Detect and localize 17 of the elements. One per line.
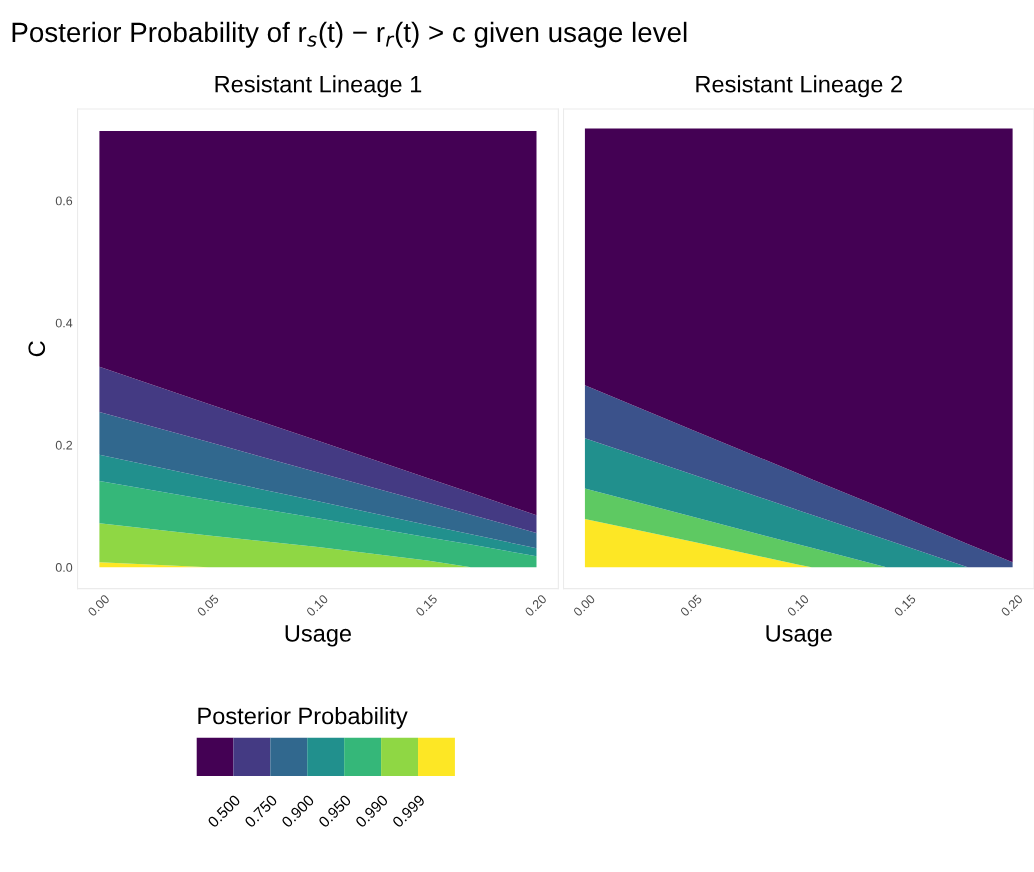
y-axis-title: C [28, 341, 46, 357]
text: Posterior Probability of r$_{s}$(t) − r$_{r}$(t) > c given usage level [12, 21, 687, 48]
x-axis-title: Usage [285, 625, 352, 647]
chart-title: Resistant Lineage 2 [696, 75, 902, 98]
y-tick-label: 0.2 [55, 440, 73, 450]
x-tick-label: 0.10 [786, 594, 810, 617]
x-tick-label: 0.20 [1000, 594, 1024, 617]
x-tick-label: 0.00 [87, 594, 111, 617]
y-tick-label: 0.6 [55, 196, 73, 206]
text: Posterior Probability [198, 706, 408, 729]
x-tick-label: 0.10 [305, 594, 329, 617]
chart-title: Resistant Lineage 1 [215, 75, 422, 98]
x-axis-title: Usage [766, 625, 832, 647]
x-tick-label: 0.20 [524, 594, 548, 617]
x-tick-label: 0.00 [572, 594, 596, 617]
y-tick-label: 0.4 [55, 318, 73, 328]
y-tick-label: 0.0 [55, 563, 73, 572]
